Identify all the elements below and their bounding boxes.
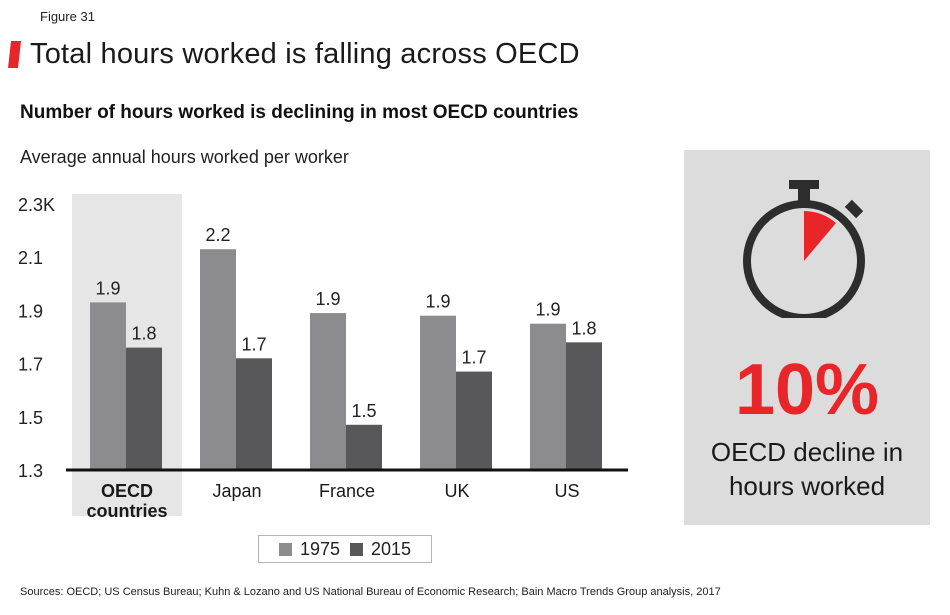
bar-2015-uk (456, 371, 492, 470)
data-label: 1.9 (95, 278, 120, 298)
stat-panel: 10% OECD decline in hours worked (684, 150, 930, 525)
legend-swatch-2015 (350, 542, 363, 556)
y-tick-label: 2.1 (18, 248, 43, 268)
bar-1975-france (310, 313, 346, 470)
data-label: 1.5 (351, 401, 376, 421)
category-label: UK (444, 481, 469, 501)
source-note: Sources: OECD; US Census Bureau; Kuhn & … (20, 586, 721, 598)
legend-label-2015: 2015 (371, 538, 412, 559)
legend-swatch-1975 (278, 542, 292, 556)
units-label: Average annual hours worked per worker (20, 147, 349, 167)
data-label: 1.7 (461, 348, 486, 368)
stopwatch-icon (743, 180, 865, 318)
figure-label: Figure 31 (40, 9, 95, 24)
bar-2015-france (346, 424, 382, 470)
legend-item-1975: 1975 (278, 538, 340, 560)
data-label: 1.9 (425, 292, 450, 312)
data-label: 1.8 (571, 318, 596, 338)
category-label: OECD (101, 481, 153, 501)
stat-caption-line2: hours worked (728, 471, 886, 501)
stopwatch-dial (743, 200, 865, 318)
bar-1975-japan (200, 249, 236, 470)
title-row: Total hours worked is falling across OEC… (8, 36, 580, 72)
data-label: 1.8 (131, 324, 156, 344)
bar-1975-us (530, 323, 566, 470)
data-label: 2.2 (205, 225, 230, 245)
stopwatch-red-wedge (804, 211, 836, 261)
category-label: France (319, 481, 375, 501)
bar-1975-oecd-countries (90, 302, 126, 470)
chart-legend: 1975 2015 (258, 535, 432, 563)
data-label: 1.9 (535, 300, 560, 320)
bar-2015-us (566, 342, 602, 470)
bar-1975-uk (420, 315, 456, 470)
stopwatch-button (844, 199, 864, 219)
y-tick-label: 1.5 (18, 408, 43, 428)
stat-caption: OECD decline in hours worked (684, 435, 930, 503)
accent-mark-icon (8, 40, 21, 68)
y-tick-label: 1.3 (18, 461, 43, 481)
y-tick-label: 1.9 (18, 301, 43, 321)
bar-2015-japan (236, 358, 272, 470)
page-title: Total hours worked is falling across OEC… (30, 37, 580, 70)
y-tick-label: 1.7 (18, 355, 43, 375)
y-tick-label: 2.3K (18, 195, 55, 215)
category-label: Japan (212, 481, 261, 501)
bar-2015-oecd-countries (126, 347, 162, 470)
legend-label-1975: 1975 (299, 538, 340, 559)
category-label: countries (86, 501, 167, 521)
category-label: US (554, 481, 579, 501)
stopwatch-stem (798, 188, 810, 202)
stopwatch-crown (789, 180, 819, 189)
stat-big-number: 10% (734, 350, 880, 430)
stat-caption-line1: OECD decline in (710, 437, 904, 467)
chart-subtitle: Number of hours worked is declining in m… (20, 102, 579, 123)
data-label: 1.9 (315, 289, 340, 309)
data-label: 1.7 (241, 334, 266, 354)
legend-item-2015: 2015 (350, 539, 411, 560)
bar-chart: 2.3K 2.1 1.9 1.7 1.5 1.3 1.9 1.8 2.2 1.7 1.9 1.5 1.9… (18, 194, 628, 521)
